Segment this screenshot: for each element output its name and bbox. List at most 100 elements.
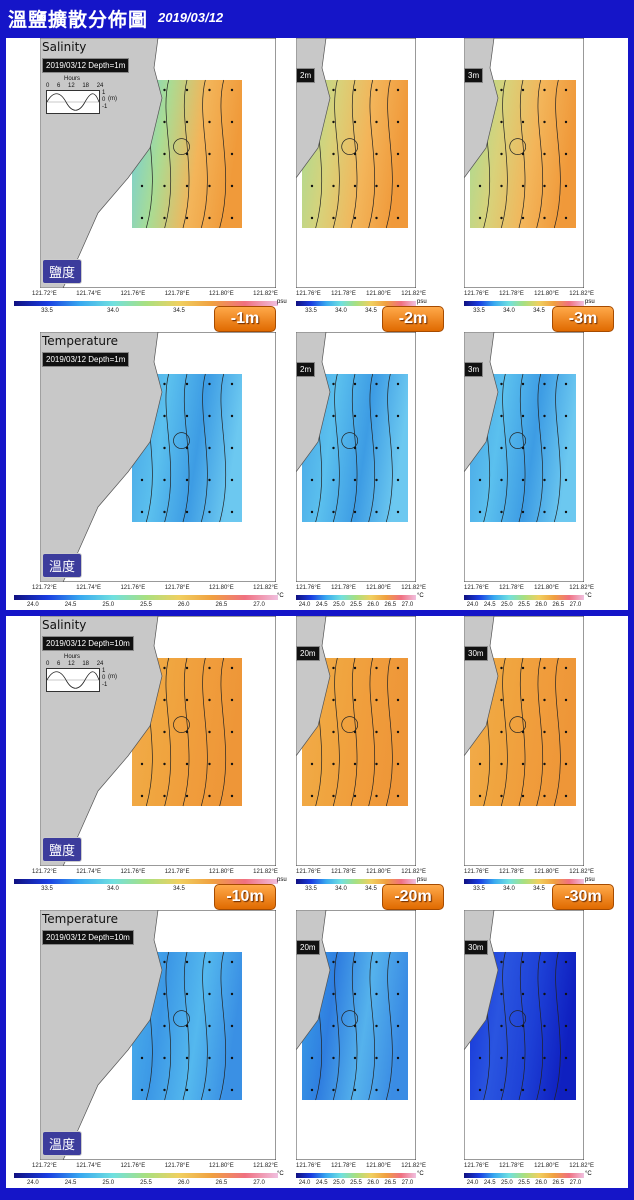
salinity-colorbar	[464, 879, 584, 884]
temperature-colorbar	[296, 1173, 416, 1178]
colorbar-unit: °C	[585, 1171, 592, 1177]
tide-unit: (m)	[108, 96, 117, 102]
temperature-contour-map: 24.36°N24.34°N24.32°N24.30°N24.28°N24.26…	[10, 909, 277, 1161]
colorbar-unit: psu	[585, 299, 595, 305]
temperature-tag: 溫度	[42, 553, 83, 578]
colorbar-ticks: 24.0 24.5 25.0 25.5 26.0 26.5 27.0	[466, 1180, 582, 1186]
temperature-info: 2019/03/12 Depth=1m	[42, 352, 130, 367]
lon-ticks: 121.72°E 121.74°E 121.76°E 121.78°E 121.80°E…	[32, 291, 278, 297]
temperature-contour-map: 24.36°N24.34°N24.32°N24.30°N24.28°N24.26…	[10, 331, 277, 583]
temperature-map-2: 3m 121.76°E 121.78°E 121.80°E 121.82°E 24.0 24…	[398, 331, 594, 608]
salinity-contour-map	[230, 37, 417, 289]
temperature-map-0: 24.36°N24.34°N24.32°N24.30°N24.28°N24.26…	[10, 331, 284, 608]
depth-button-0[interactable]: -1m	[214, 306, 276, 332]
lon-ticks: 121.76°E 121.78°E 121.80°E 121.82°E	[464, 1163, 594, 1169]
temperature-map-1: 2m 121.76°E 121.78°E 121.80°E 121.82°E 24.0 24…	[230, 331, 426, 608]
depth-button-1[interactable]: -20m	[382, 884, 444, 910]
colorbar-ticks: 24.0 24.5 25.0 25.5 26.0 26.5 27.0	[298, 602, 414, 608]
salinity-info: 2019/03/12 Depth=1m	[42, 58, 130, 73]
lon-ticks: 121.76°E 121.78°E 121.80°E 121.82°E	[464, 291, 594, 297]
tide-curve	[46, 668, 100, 692]
salinity-colorbar	[14, 879, 278, 884]
temperature-contour-map	[398, 331, 585, 583]
page-date: 2019/03/12	[158, 10, 224, 25]
temperature-colorbar	[296, 595, 416, 600]
tide-scale: 1 0 -1	[102, 668, 108, 688]
salinity-map-2: 30m 121.76°E 121.78°E 121.80°E 121.82°E 33.5 3…	[398, 615, 595, 892]
temperature-label: Temperature	[42, 912, 119, 926]
temperature-depth-tag: 30m	[464, 940, 488, 955]
salinity-tag: 鹽度	[42, 259, 83, 284]
salinity-colorbar	[14, 301, 278, 306]
salinity-tag: 鹽度	[42, 837, 83, 862]
depth-button-2[interactable]: -3m	[552, 306, 614, 332]
salinity-label: Salinity	[42, 40, 87, 54]
lon-ticks: 121.76°E 121.78°E 121.80°E 121.82°E	[296, 585, 426, 591]
tide-scale: 1 0 -1	[102, 90, 108, 110]
lon-ticks: 121.76°E 121.78°E 121.80°E 121.82°E	[296, 291, 426, 297]
temperature-tag: 溫度	[42, 1131, 83, 1156]
colorbar-ticks: 24.0 24.5 25.0 25.5 26.0 26.5 27.0	[466, 602, 582, 608]
salinity-colorbar	[464, 301, 584, 306]
salinity-map-1: 2m 121.76°E 121.78°E 121.80°E 121.82°E 33.5 34…	[230, 37, 427, 314]
map-section-1: 24.36°N24.34°N24.32°N24.30°N24.28°N24.26…	[6, 615, 628, 1188]
salinity-map-2: 3m 121.76°E 121.78°E 121.80°E 121.82°E 33.5 34…	[398, 37, 595, 314]
colorbar-unit: psu	[585, 877, 595, 883]
colorbar-unit: psu	[417, 877, 427, 883]
depth-button-1[interactable]: -2m	[382, 306, 444, 332]
temperature-info: 2019/03/12 Depth=10m	[42, 930, 134, 945]
colorbar-ticks: 24.0 24.5 25.0 25.5 26.0 26.5 27.0	[298, 1180, 414, 1186]
lon-ticks: 121.72°E 121.74°E 121.76°E 121.78°E 121.80°E…	[32, 585, 278, 591]
salinity-label: Salinity	[42, 618, 87, 632]
temperature-colorbar	[14, 595, 278, 600]
tide-chart: Hours 0 6 12 18 24 1 0 -1 (m)	[42, 76, 117, 116]
salinity-contour-map: 24.36°N24.34°N24.32°N24.30°N24.28°N24.26…	[10, 37, 277, 289]
salinity-map-0: 24.36°N24.34°N24.32°N24.30°N24.28°N24.26…	[10, 615, 287, 892]
salinity-contour-map	[398, 37, 585, 289]
colorbar-unit: °C	[277, 1171, 284, 1177]
salinity-depth-tag: 3m	[464, 68, 484, 83]
colorbar-unit: °C	[585, 593, 592, 599]
temperature-map-0: 24.36°N24.34°N24.32°N24.30°N24.28°N24.26…	[10, 909, 284, 1186]
temperature-colorbar	[464, 595, 584, 600]
temperature-colorbar	[464, 1173, 584, 1178]
title-bar: 溫鹽擴散分佈圖 2019/03/12	[0, 0, 634, 32]
tide-curve	[46, 90, 100, 114]
colorbar-unit: psu	[277, 877, 287, 883]
temperature-depth-tag: 3m	[464, 362, 484, 377]
colorbar-ticks: 24.0 24.5 25.0 25.5 26.0 26.5 27.0	[27, 1180, 265, 1186]
temperature-colorbar	[14, 1173, 278, 1178]
salinity-depth-tag: 2m	[296, 68, 316, 83]
lon-ticks: 121.76°E 121.78°E 121.80°E 121.82°E	[296, 869, 426, 875]
depth-button-0[interactable]: -10m	[214, 884, 276, 910]
lon-ticks: 121.76°E 121.78°E 121.80°E 121.82°E	[464, 585, 594, 591]
salinity-colorbar	[296, 879, 416, 884]
lon-ticks: 121.76°E 121.78°E 121.80°E 121.82°E	[296, 1163, 426, 1169]
salinity-map-0: 24.36°N24.34°N24.32°N24.30°N24.28°N24.26…	[10, 37, 287, 314]
lon-ticks: 121.76°E 121.78°E 121.80°E 121.82°E	[464, 869, 594, 875]
tide-chart: Hours 0 6 12 18 24 1 0 -1 (m)	[42, 654, 117, 694]
lon-ticks: 121.72°E 121.74°E 121.76°E 121.78°E 121.80°E…	[32, 869, 278, 875]
page-title: 溫鹽擴散分佈圖	[8, 9, 149, 31]
lon-ticks: 121.72°E 121.74°E 121.76°E 121.78°E 121.80°E…	[32, 1163, 278, 1169]
colorbar-unit: °C	[277, 593, 284, 599]
tide-title: Hours	[64, 654, 81, 660]
tide-hours: 0 6 12 18 24	[46, 661, 104, 667]
temperature-depth-tag: 20m	[296, 940, 320, 955]
salinity-depth-tag: 20m	[296, 646, 320, 661]
temperature-map-1: 20m 121.76°E 121.78°E 121.80°E 121.82°E 24.0 2…	[230, 909, 426, 1186]
colorbar-unit: psu	[417, 299, 427, 305]
colorbar-unit: °C	[417, 1171, 424, 1177]
colorbar-unit: psu	[277, 299, 287, 305]
salinity-depth-tag: 30m	[464, 646, 488, 661]
salinity-info: 2019/03/12 Depth=10m	[42, 636, 134, 651]
temperature-depth-tag: 2m	[296, 362, 316, 377]
map-section-0: 24.36°N24.34°N24.32°N24.30°N24.28°N24.26…	[6, 37, 628, 610]
salinity-contour-map	[230, 615, 417, 867]
depth-button-2[interactable]: -30m	[552, 884, 614, 910]
salinity-map-1: 20m 121.76°E 121.78°E 121.80°E 121.82°E 33.5 3…	[230, 615, 427, 892]
colorbar-unit: °C	[417, 593, 424, 599]
temperature-label: Temperature	[42, 334, 119, 348]
tide-title: Hours	[64, 76, 81, 82]
temperature-map-2: 30m 121.76°E 121.78°E 121.80°E 121.82°E 24.0 2…	[398, 909, 594, 1186]
